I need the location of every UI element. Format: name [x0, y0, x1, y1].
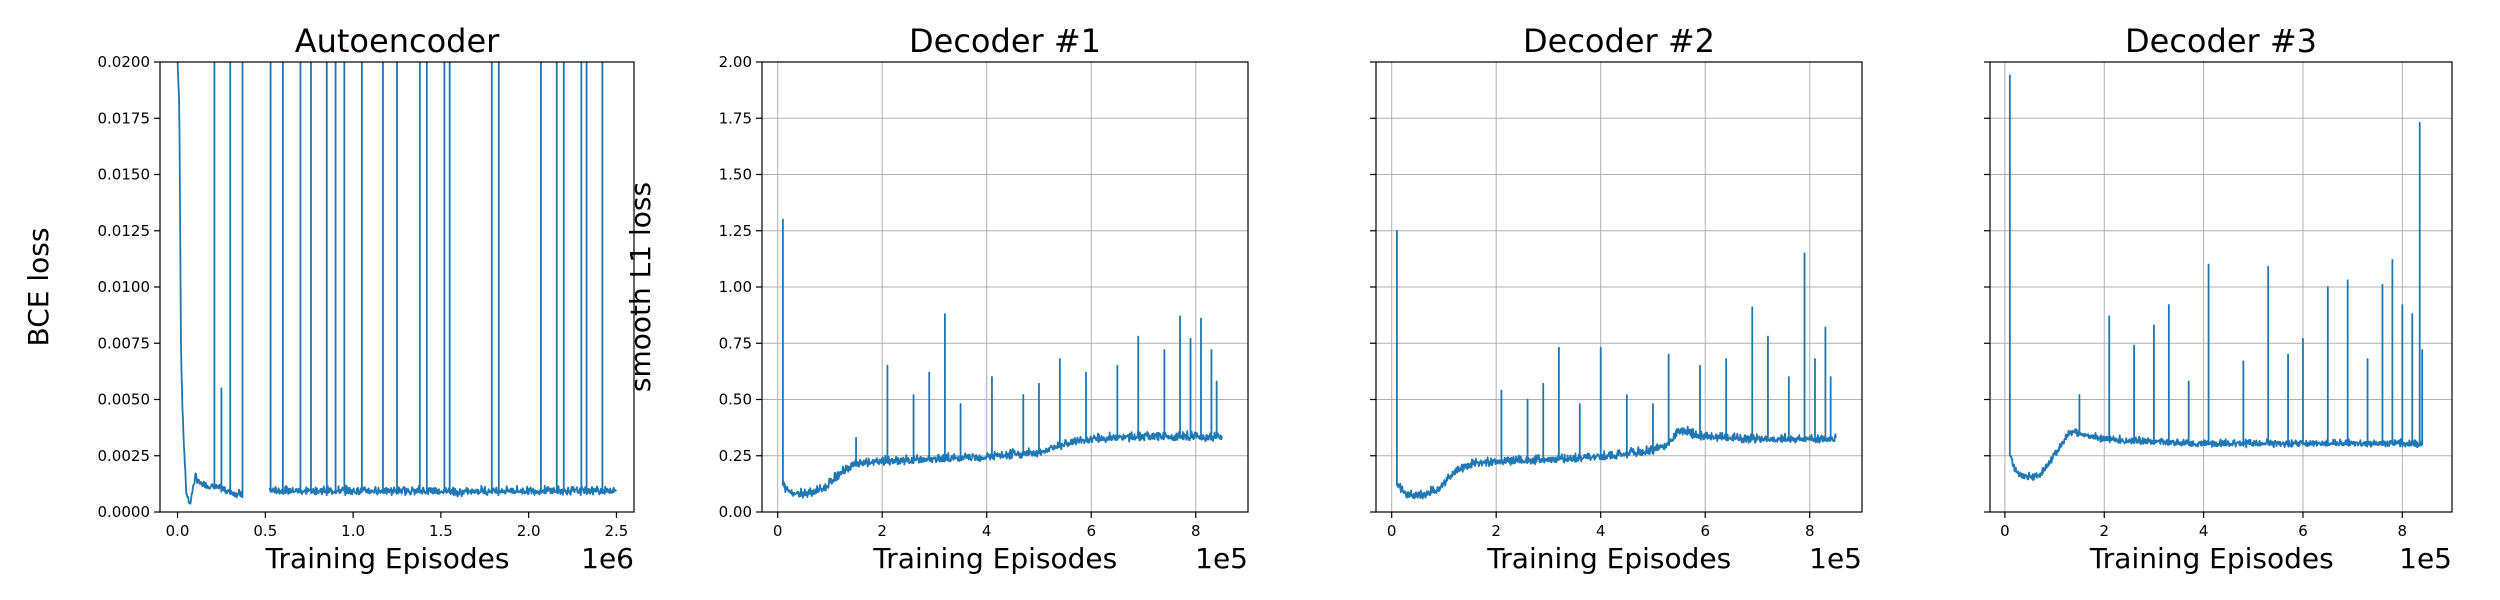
x-tick-label: 8 — [1805, 522, 1815, 540]
x-tick-label: 6 — [1086, 522, 1096, 540]
y-tick-label: 1.75 — [719, 109, 752, 127]
x-tick-label: 2 — [1491, 522, 1501, 540]
y-tick-label: 2.00 — [719, 53, 752, 71]
chart-panel-2: 0 2 4 6 8 0.00 0.25 0.50 0.75 1.00 1.25 1.50 1.75 2.0… — [624, 22, 1249, 575]
chart-panel-4: 0 2 4 6 8 Decoder #3 Training Episodes 1e5 — [1984, 22, 2453, 575]
y-tick-label: 0.0050 — [98, 391, 151, 409]
series-group — [782, 218, 1223, 499]
x-tick-label: 1.5 — [429, 522, 453, 540]
x-tick-label: 0.5 — [253, 522, 277, 540]
x-axis-label: Training Episodes — [2089, 542, 2334, 575]
y-tick-label: 0.0175 — [98, 109, 151, 127]
series-group — [1396, 229, 1837, 500]
x-axis-label: Training Episodes — [1486, 542, 1731, 575]
chart-panel-3: 0 2 4 6 8 Decoder #2 Training Episodes 1e5 — [1370, 22, 1863, 575]
y-axis-label: BCE loss — [22, 228, 55, 347]
x-axis-offset-label: 1e6 — [581, 542, 634, 575]
y-tick-label: 0.0100 — [98, 278, 151, 296]
x-tick-label: 2.5 — [605, 522, 629, 540]
y-axis-label: smooth L1 loss — [624, 182, 657, 392]
y-tick-label: 1.25 — [719, 222, 752, 240]
x-tick-label: 8 — [1191, 522, 1201, 540]
chart-title: Decoder #1 — [909, 22, 1101, 60]
y-tick-label: 0.0075 — [98, 334, 151, 352]
x-tick-label: 8 — [2398, 522, 2408, 540]
series-group — [2008, 74, 2424, 481]
x-tick-label: 4 — [1596, 522, 1606, 540]
x-tick-label: 1.0 — [341, 522, 365, 540]
y-tick-label: 0.50 — [719, 391, 752, 409]
y-tick-label: 0.25 — [719, 447, 752, 465]
y-tick-label: 0.0025 — [98, 447, 151, 465]
y-tick-label: 0.00 — [719, 503, 752, 521]
x-axis-label: Training Episodes — [872, 542, 1117, 575]
y-tick-label: 0.75 — [719, 334, 752, 352]
y-tick-label: 0.0000 — [98, 503, 151, 521]
x-tick-label: 0 — [2000, 522, 2010, 540]
y-tick-label: 0.0125 — [98, 222, 151, 240]
chart-panel-1: 0.0 0.5 1.0 1.5 2.0 2.5 0.0000 0.0025 0.0050 0.00… — [22, 22, 635, 575]
y-tick-label: 0.0150 — [98, 166, 151, 184]
y-tick-label: 1.00 — [719, 278, 752, 296]
series-group — [176, 62, 618, 505]
chart-title: Autoencoder — [295, 22, 500, 60]
x-axis-offset-label: 1e5 — [1809, 542, 1862, 575]
x-tick-label: 2.0 — [517, 522, 541, 540]
x-tick-label: 4 — [982, 522, 992, 540]
series-line — [176, 62, 618, 505]
series-line — [1396, 229, 1837, 500]
x-tick-label: 2 — [877, 522, 887, 540]
x-tick-label: 2 — [2099, 522, 2109, 540]
y-tick-label: 0.0200 — [98, 53, 151, 71]
x-tick-label: 0 — [1387, 522, 1397, 540]
x-tick-label: 6 — [2298, 522, 2308, 540]
series-line — [2008, 74, 2424, 481]
series-line — [782, 218, 1223, 499]
x-tick-label: 6 — [1700, 522, 1710, 540]
x-axis-offset-label: 1e5 — [1195, 542, 1248, 575]
x-tick-label: 0.0 — [166, 522, 190, 540]
x-axis-label: Training Episodes — [265, 542, 510, 575]
y-tick-label: 1.50 — [719, 166, 752, 184]
chart-title: Decoder #2 — [1523, 22, 1715, 60]
x-axis-offset-label: 1e5 — [2399, 542, 2452, 575]
x-tick-label: 0 — [773, 522, 783, 540]
chart-title: Decoder #3 — [2125, 22, 2317, 60]
x-tick-label: 4 — [2199, 522, 2209, 540]
